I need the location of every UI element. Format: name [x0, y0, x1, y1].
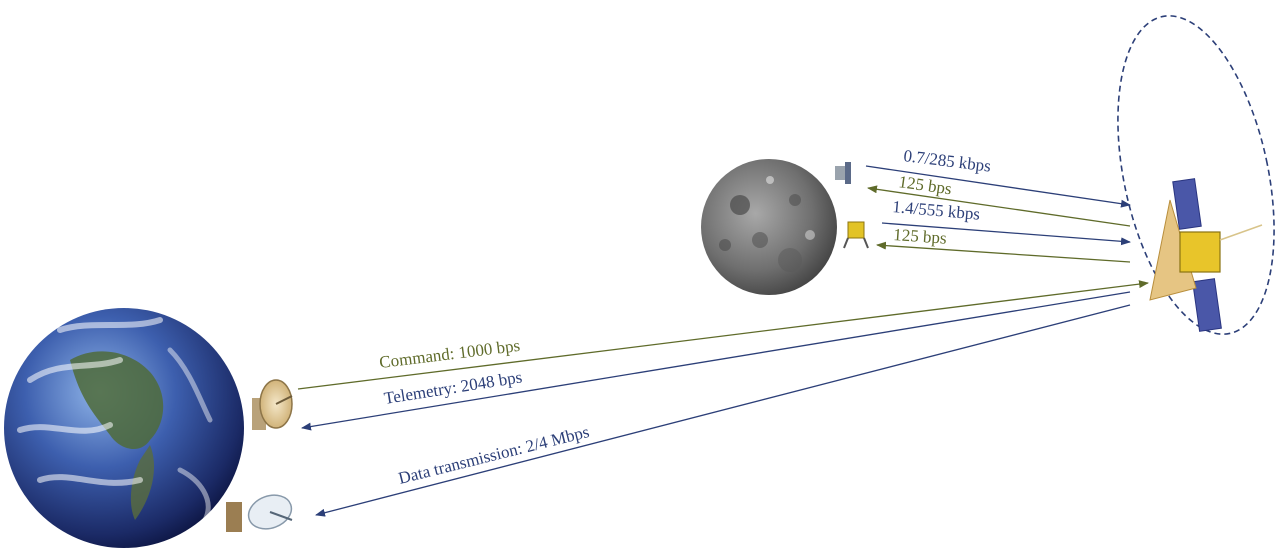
relay-orbit: [1117, 15, 1275, 335]
telemetry-arrow: [301, 291, 1131, 431]
label-data-transmission: Data transmission: 2/4 Mbps: [396, 422, 591, 488]
data-transmission-arrow: [315, 304, 1131, 517]
moon-icon: [701, 159, 837, 295]
moon-downlink-arrow-2: [876, 241, 1131, 263]
ground-antenna-icon: [252, 379, 293, 430]
ground-antenna-icon: [226, 494, 293, 532]
label-moon-downlink-2: 125 bps: [893, 225, 948, 248]
lunar-spacecraft-icon: [835, 162, 851, 184]
relay-satellite-icon: [1149, 178, 1263, 332]
label-moon-uplink-1: 0.7/285 kbps: [903, 146, 993, 176]
label-moon-downlink-1: 125 bps: [897, 172, 952, 198]
earth-icon: [4, 308, 244, 548]
moon-downlink-arrow-1: [867, 185, 1131, 227]
moon-uplink-arrow-1: [865, 165, 1131, 208]
label-moon-uplink-2: 1.4/555 kbps: [892, 197, 981, 224]
label-command: Command: 1000 bps: [378, 336, 521, 372]
lunar-spacecraft-icon: [843, 221, 869, 249]
label-telemetry: Telemetry: 2048 bps: [383, 367, 524, 408]
moon-uplink-arrow-2: [881, 222, 1131, 246]
command-arrow: [297, 280, 1149, 390]
